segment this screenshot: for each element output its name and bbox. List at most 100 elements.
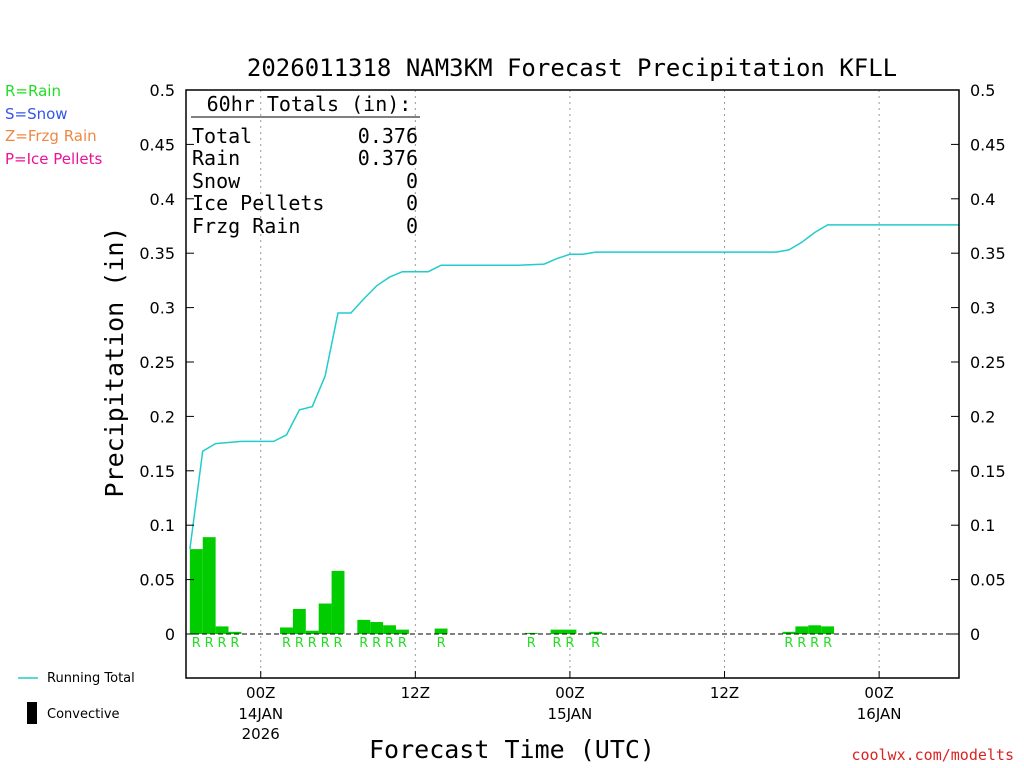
bottom-legend: Running Total Convective — [18, 671, 135, 724]
totals-value-snow: 0 — [406, 169, 418, 193]
ytick-left-label-2: 0.1 — [150, 516, 175, 535]
ptype-label-5: R — [295, 636, 304, 651]
xtick-label-0: 00Z — [246, 684, 275, 702]
bar-14 — [524, 632, 538, 634]
totals-value-frzg-rain: 0 — [406, 214, 418, 238]
bar-17 — [589, 631, 603, 634]
ytick-right-label-5: 0.25 — [970, 353, 1006, 372]
ytick-left-label-9: 0.45 — [139, 135, 175, 154]
ytick-right-label-7: 0.35 — [970, 244, 1006, 263]
bar-7 — [318, 603, 332, 634]
xtick-date-2: 15JAN — [548, 705, 593, 723]
ytick-left-label-6: 0.3 — [150, 299, 175, 318]
bar-20 — [808, 625, 822, 634]
legend-ice-pellets: P=Ice Pellets — [5, 150, 102, 168]
ptype-label-8: R — [333, 636, 342, 651]
ptype-label-17: R — [591, 636, 600, 651]
totals-value-ice-pellets: 0 — [406, 191, 418, 215]
bar-0 — [189, 549, 203, 634]
ptype-label-7: R — [321, 636, 330, 651]
bar-12 — [395, 629, 409, 634]
plot-frame — [185, 89, 960, 679]
bar-11 — [383, 625, 396, 634]
ytick-right-label-3: 0.15 — [970, 462, 1006, 481]
totals-label-ice-pellets: Ice Pellets — [192, 191, 324, 215]
bar-2 — [215, 626, 229, 634]
bar-15 — [550, 629, 564, 634]
ytick-right-label-0: 0 — [970, 625, 980, 644]
running-total-line — [189, 224, 959, 550]
credit-text: coolwx.com/modelts — [851, 746, 1014, 764]
ptype-label-0: R — [192, 636, 201, 651]
ptype-label-12: R — [398, 636, 407, 651]
bar-21 — [821, 626, 835, 634]
ytick-left-label-4: 0.2 — [150, 407, 175, 426]
ytick-left-label-8: 0.4 — [150, 190, 175, 209]
y-axis-label: Precipitation (in) — [100, 227, 129, 498]
ptype-label-4: R — [282, 636, 291, 651]
ptype-label-10: R — [372, 636, 381, 651]
ptype-label-13: R — [437, 636, 446, 651]
ptype-label-19: R — [797, 636, 806, 651]
xtick-label-1: 12Z — [401, 684, 430, 702]
ytick-right-label-10: 0.5 — [970, 81, 995, 100]
y-axis-left: 0 0.05 0.1 0.15 0.2 0.25 0.3 0.35 0.4 0.45 0.5 — [139, 81, 194, 644]
x-axis-label: Forecast Time (UTC) — [369, 735, 655, 764]
xtick-date-0: 14JAN — [238, 705, 283, 723]
ptype-label-3: R — [230, 636, 239, 651]
ytick-left-label-5: 0.25 — [139, 353, 175, 372]
ptype-label-14: R — [527, 636, 536, 651]
ptype-label-18: R — [784, 636, 793, 651]
ytick-right-label-8: 0.4 — [970, 190, 995, 209]
totals-label-frzg-rain: Frzg Rain — [192, 214, 300, 238]
ytick-left-label-3: 0.15 — [139, 462, 175, 481]
legend-convective-swatch — [27, 702, 37, 724]
ptype-label-11: R — [385, 636, 394, 651]
x-axis: 00Z 14JAN 2026 12Z 00Z 15JAN 12Z 00Z 16JAN — [238, 671, 901, 743]
bar-13 — [434, 628, 448, 634]
totals-title: 60hr Totals (in): — [207, 92, 412, 116]
legend-running-total: Running Total — [47, 671, 135, 686]
xtick-label-2: 00Z — [555, 684, 584, 702]
ytick-right-label-2: 0.1 — [970, 516, 995, 535]
bar-19 — [795, 626, 809, 634]
precip-bars — [189, 537, 835, 634]
ptype-label-1: R — [205, 636, 214, 651]
ptype-label-16: R — [565, 636, 574, 651]
ptype-label-9: R — [359, 636, 368, 651]
ytick-right-label-6: 0.3 — [970, 299, 995, 318]
xtick-date-4: 16JAN — [857, 705, 902, 723]
ytick-left-label-10: 0.5 — [150, 81, 175, 100]
legend-snow: S=Snow — [5, 105, 68, 123]
ytick-right-label-4: 0.2 — [970, 407, 995, 426]
xtick-year-0: 2026 — [242, 725, 280, 743]
bar-6 — [305, 630, 319, 634]
bar-16 — [563, 629, 577, 634]
y-axis-right: 0 0.05 0.1 0.15 0.2 0.25 0.3 0.35 0.4 0.45 0.5 — [951, 81, 1006, 644]
totals-box: 60hr Totals (in): Total 0.376 Rain 0.376… — [191, 92, 420, 238]
ytick-left-label-1: 0.05 — [139, 571, 175, 590]
bar-5 — [292, 608, 306, 634]
bar-10 — [370, 622, 384, 634]
bar-1 — [202, 537, 216, 634]
ytick-right-label-1: 0.05 — [970, 571, 1006, 590]
totals-label-total: Total — [192, 124, 252, 148]
ptype-legend: R=Rain S=Snow Z=Frzg Rain P=Ice Pellets — [5, 82, 102, 168]
ptype-label-15: R — [553, 636, 562, 651]
legend-convective: Convective — [47, 707, 120, 722]
xtick-label-3: 12Z — [710, 684, 739, 702]
bar-3 — [228, 631, 242, 634]
bar-9 — [357, 619, 371, 634]
legend-frzg-rain: Z=Frzg Rain — [5, 127, 97, 145]
ptype-label-21: R — [823, 636, 832, 651]
ytick-left-label-0: 0 — [165, 625, 175, 644]
ptype-label-20: R — [810, 636, 819, 651]
totals-value-total: 0.376 — [358, 124, 418, 148]
bar-8 — [331, 570, 345, 634]
bar-18 — [782, 631, 796, 634]
ptype-label-2: R — [218, 636, 227, 651]
totals-value-rain: 0.376 — [358, 146, 418, 170]
ptype-label-6: R — [308, 636, 317, 651]
